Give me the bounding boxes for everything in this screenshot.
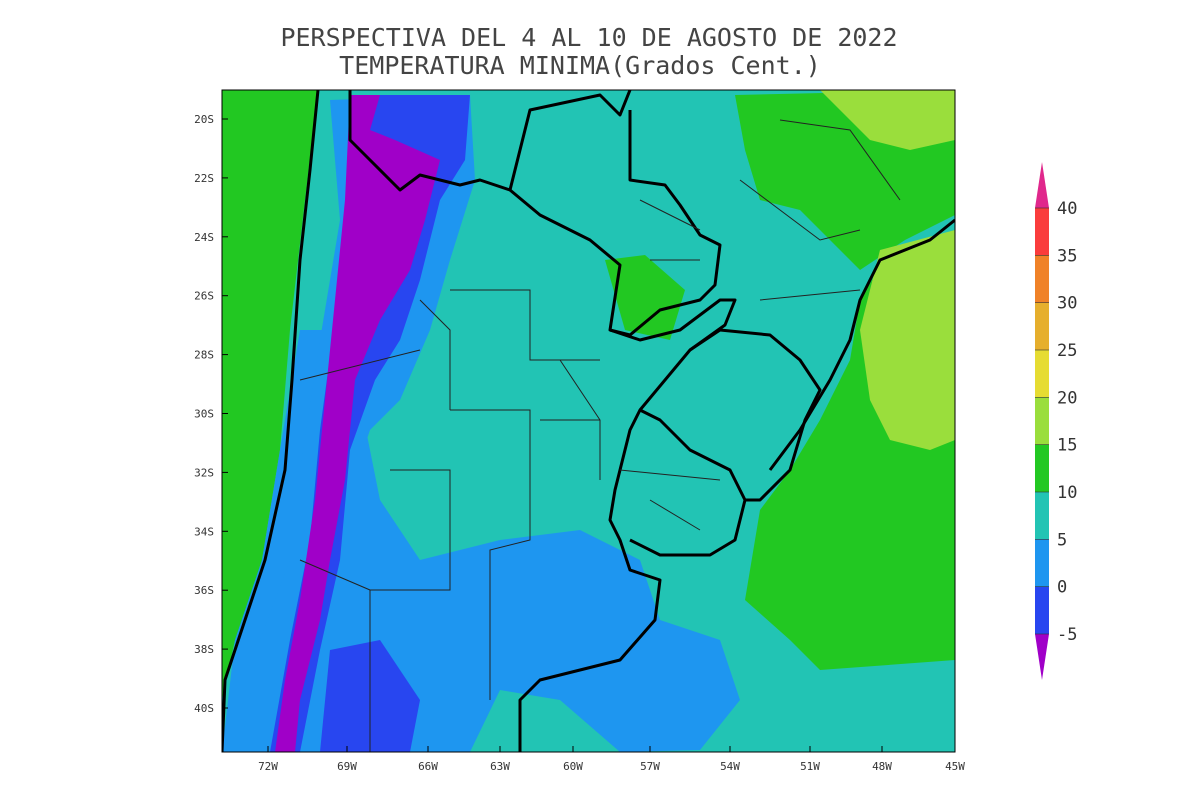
colorbar-band bbox=[1035, 539, 1049, 587]
colorbar-label: 30 bbox=[1057, 294, 1077, 314]
lon-label: 54W bbox=[720, 760, 740, 773]
colorbar-band bbox=[1035, 397, 1049, 445]
colorbar-band bbox=[1035, 444, 1049, 492]
lat-label: 22S bbox=[194, 172, 214, 185]
lat-label: 20S bbox=[194, 113, 214, 126]
colorbar-label: 10 bbox=[1057, 483, 1077, 503]
title-line: TEMPERATURA MINIMA(Grados Cent.) bbox=[339, 51, 821, 80]
lon-label: 57W bbox=[640, 760, 660, 773]
lat-label: 24S bbox=[194, 231, 214, 244]
lat-label: 40S bbox=[194, 702, 214, 715]
lon-label: 66W bbox=[418, 760, 438, 773]
colorbar-label: 5 bbox=[1057, 530, 1067, 550]
colorbar-label: -5 bbox=[1057, 625, 1077, 645]
lon-label: 48W bbox=[872, 760, 892, 773]
colorbar-label: 20 bbox=[1057, 388, 1077, 408]
lon-label: 63W bbox=[490, 760, 510, 773]
lat-label: 26S bbox=[194, 290, 214, 303]
lat-label: 28S bbox=[194, 349, 214, 362]
lon-label: 69W bbox=[337, 760, 357, 773]
colorbar-label: 25 bbox=[1057, 341, 1077, 361]
lon-label: 60W bbox=[563, 760, 583, 773]
lon-label: 45W bbox=[945, 760, 965, 773]
lat-label: 30S bbox=[194, 408, 214, 421]
lat-label: 32S bbox=[194, 466, 214, 479]
lon-label: 72W bbox=[258, 760, 278, 773]
lat-label: 38S bbox=[194, 643, 214, 656]
colorbar-cap bbox=[1035, 162, 1049, 208]
lat-label: 34S bbox=[194, 525, 214, 538]
colorbar-cap bbox=[1035, 634, 1049, 680]
lon-label: 51W bbox=[800, 760, 820, 773]
colorbar-band bbox=[1035, 208, 1049, 256]
title-line: PERSPECTIVA DEL 4 AL 10 DE AGOSTO DE 202… bbox=[280, 23, 897, 52]
colorbar-band bbox=[1035, 302, 1049, 350]
map-field bbox=[222, 90, 955, 752]
colorbar-label: 0 bbox=[1057, 578, 1067, 598]
colorbar-band bbox=[1035, 586, 1049, 634]
colorbar-band bbox=[1035, 492, 1049, 540]
colorbar-label: 15 bbox=[1057, 436, 1077, 456]
colorbar-label: 40 bbox=[1057, 199, 1077, 219]
colorbar-band bbox=[1035, 350, 1049, 398]
lat-label: 36S bbox=[194, 584, 214, 597]
map-frame bbox=[221, 89, 956, 753]
colorbar-label: 35 bbox=[1057, 246, 1077, 266]
colorbar-band bbox=[1035, 255, 1049, 303]
